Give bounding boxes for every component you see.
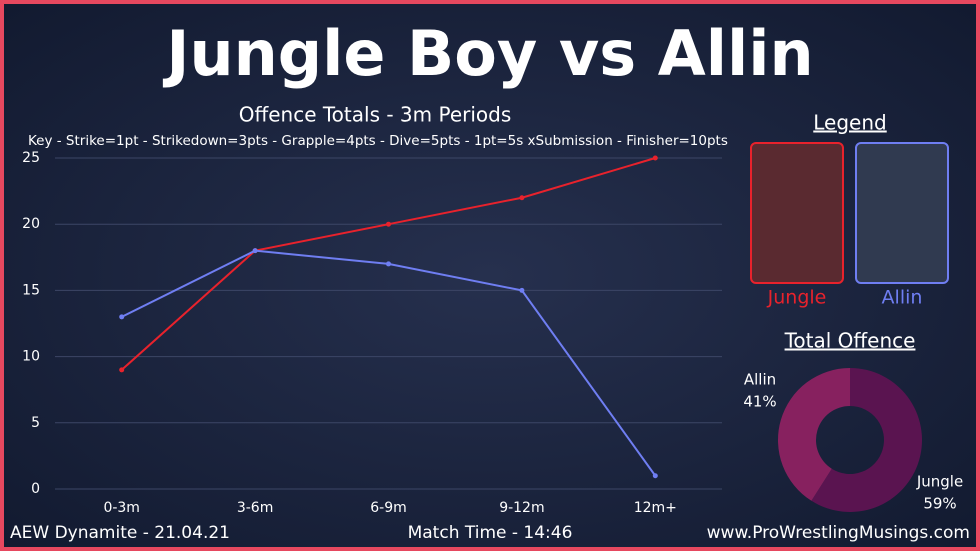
y-tick-label: 25 [22, 150, 40, 166]
point [386, 261, 391, 267]
y-tick-label: 20 [22, 216, 40, 232]
footer-center: Match Time - 14:46 [408, 523, 573, 543]
point [252, 248, 258, 254]
pie-slice [778, 368, 850, 501]
x-tick-label: 6-9m [370, 500, 407, 516]
pie-label-name: Jungle [916, 473, 963, 491]
pie-label-value: 59% [923, 495, 956, 513]
x-tick-label: 12m+ [634, 500, 677, 516]
point [386, 221, 391, 227]
chart-title: Offence Totals - 3m Periods [239, 103, 512, 127]
y-tick-label: 0 [31, 481, 40, 497]
point [519, 287, 525, 293]
legend-image-jungle [750, 142, 844, 284]
y-tick-label: 5 [31, 415, 40, 431]
footer-right: www.ProWrestlingMusings.com [707, 523, 970, 543]
x-tick-label: 0-3m [103, 500, 140, 516]
legend-label: Jungle [767, 287, 827, 309]
pie-slice [811, 368, 922, 512]
footer-left: AEW Dynamite - 21.04.21 [10, 523, 230, 543]
x-tick-label: 9-12m [499, 500, 544, 516]
key-note: Key - Strike=1pt - Strikedown=3pts - Gra… [28, 133, 728, 149]
point [119, 314, 125, 320]
y-tick-label: 15 [22, 282, 40, 298]
point [519, 195, 525, 201]
page-title: Jungle Boy vs Allin [162, 17, 813, 90]
y-tick-label: 10 [22, 349, 40, 365]
legend-title: Legend [813, 111, 886, 135]
point [652, 155, 658, 161]
point [652, 473, 658, 479]
legend-image-allin [855, 142, 949, 284]
pie-label-name: Allin [744, 371, 776, 389]
legend-label: Allin [882, 287, 923, 309]
x-tick-label: 3-6m [237, 500, 274, 516]
pie-label-value: 41% [743, 393, 776, 411]
point [119, 367, 125, 373]
pie-title: Total Offence [784, 329, 916, 353]
